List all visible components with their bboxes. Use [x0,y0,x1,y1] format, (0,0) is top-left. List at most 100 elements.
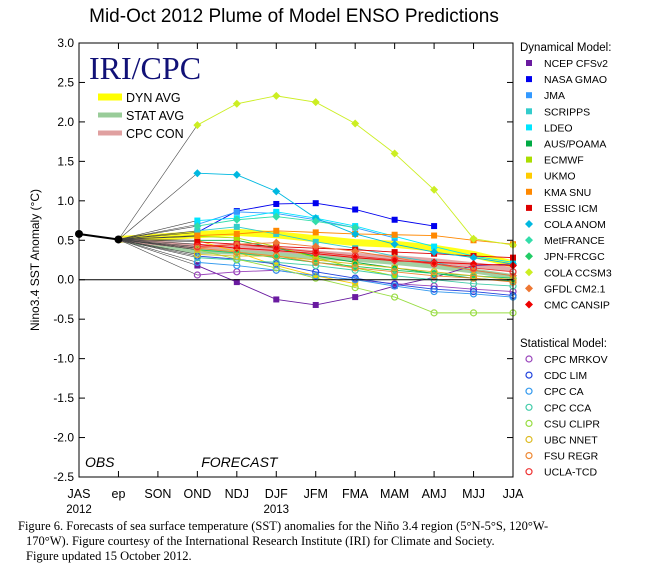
model-point [351,119,360,128]
model-point [469,274,478,282]
model-point [233,255,241,263]
x-tick-label: ep [112,487,126,501]
model-point [233,208,240,215]
legend-label: KMA SNU [544,187,591,199]
model-point [391,264,399,272]
model-point [272,244,280,252]
legend-label: CPC CCA [544,402,591,414]
model-point [272,252,280,260]
y-tick-label: 2.5 [57,75,74,89]
x-tick-label: OND [183,487,211,501]
spread-line [118,239,198,255]
legend-label: COLA CCSM3 [544,267,612,279]
legend-marker [525,268,533,277]
average-legend-label: DYN AVG [126,91,181,105]
model-point [272,91,281,100]
y-tick-label: -0.5 [53,312,74,326]
legend-marker [525,435,533,444]
model-point [272,264,280,272]
legend-marker [526,108,532,115]
y-axis-label: Nino3.4 SST Anomaly (°C) [28,189,42,331]
model-point [233,234,240,241]
legend-label: UBC NNET [544,435,598,447]
model-point [351,223,360,232]
model-point [430,309,438,317]
model-point [469,264,478,272]
x-tick-label: AMJ [422,487,447,501]
y-tick-label: 3.0 [57,36,74,50]
legend-marker [525,387,533,395]
x-tick-label: JJA [503,487,525,501]
model-point [312,272,319,279]
spread-line [118,239,198,247]
average-legend-label: CPC CON [126,127,184,141]
legend-label: CMC CANSIP [544,300,610,312]
model-point [430,287,438,296]
model-point [430,272,438,280]
legend-marker [525,371,533,379]
spread-line [118,239,198,245]
model-point [232,215,241,224]
legend-marker [525,300,533,309]
model-point [193,169,202,178]
legend-marker [526,92,532,99]
model-point [312,301,319,308]
model-point [352,280,359,287]
legend-marker [525,220,533,228]
model-point [311,217,320,226]
chart-title: Mid-Oct 2012 Plume of Model ENSO Predict… [89,6,499,27]
spread-line [118,239,198,258]
model-point [272,266,280,274]
legend-group-dynamical: Dynamical Model: [520,42,611,54]
model-point [391,231,398,238]
model-point [391,216,398,223]
plot-frame [78,42,514,478]
legend-label: AUS/POAMA [544,139,606,151]
model-point [312,200,319,207]
legend-label: ESSIC ICM [544,203,598,215]
model-point [194,217,201,224]
legend-label: JPN-FRCGC [544,251,605,263]
model-point [430,268,438,276]
model-point [273,227,280,234]
x-tick-label: JAS [68,487,91,501]
legend-label: GFDL CM2.1 [544,283,606,295]
forecast-label: FORECAST [201,454,279,470]
model-point [233,252,241,260]
x-tick-label: MAM [380,487,409,501]
model-point [193,121,202,130]
legend-marker [526,124,532,131]
legend-label: NASA GMAO [544,74,607,86]
year-label: 2012 [66,504,92,515]
plot-lines [75,91,517,317]
legend-marker [525,468,533,476]
model-point [390,149,399,158]
model-point [312,256,320,264]
legend-label: CPC MRKOV [544,354,608,366]
y-tick-label: 1.5 [57,154,74,168]
legend-marker [525,403,533,411]
legend-label: FSU REGR [544,451,599,463]
legend-label: CSU CLIPR [544,418,600,430]
spread-line [118,239,198,243]
model-point [193,258,201,266]
legend-marker [526,188,532,195]
model-point [469,290,478,298]
figure-caption: Figure 6. Forecasts of sea surface tempe… [18,519,638,564]
model-point [351,253,360,262]
x-tick-label: MJJ [462,487,485,501]
model-point [352,206,359,213]
legend-marker [526,60,532,66]
legend-label: LDEO [544,122,573,134]
spread-line [118,225,198,240]
legend-label: SCRIPPS [544,106,590,118]
model-point [351,264,359,272]
obs-label: OBS [85,454,115,470]
legend-marker [525,355,533,363]
model-point [311,249,320,258]
legend-marker [526,76,532,83]
y-tick-label: 1.0 [57,194,74,208]
model-point [311,242,320,251]
legend-marker [525,452,533,460]
legend-marker [525,236,533,245]
